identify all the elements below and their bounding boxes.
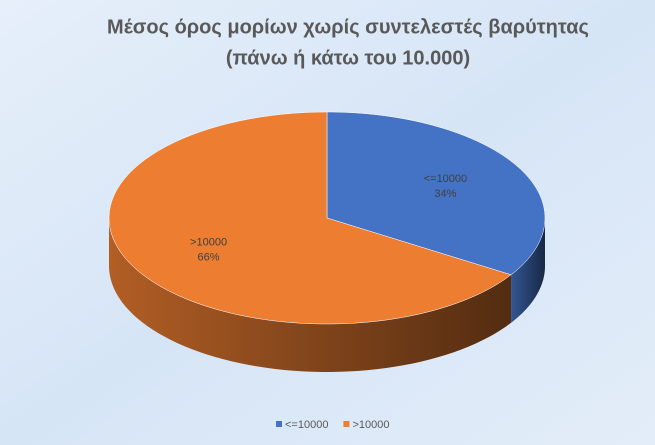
pie-slice: [108, 111, 512, 325]
data-label: 34%: [434, 188, 456, 200]
legend-swatch: [276, 421, 282, 427]
chart-subtitle: (πάνω ή κάτω του 10.000): [226, 47, 470, 69]
pie-slice: [326, 111, 546, 276]
slice-side: [109, 218, 512, 372]
data-label: 66%: [198, 252, 220, 264]
data-label-category: <=10000: [424, 173, 467, 185]
legend-swatch: [343, 421, 350, 427]
legend-label: >10000: [352, 419, 389, 431]
legend-label: <=10000: [285, 419, 328, 431]
data-label-category: >10000: [190, 237, 227, 249]
slice-side: [511, 218, 545, 323]
chart-title: Μέσος όρος μορίων χωρίς συντελεστές βαρύ…: [107, 16, 589, 38]
